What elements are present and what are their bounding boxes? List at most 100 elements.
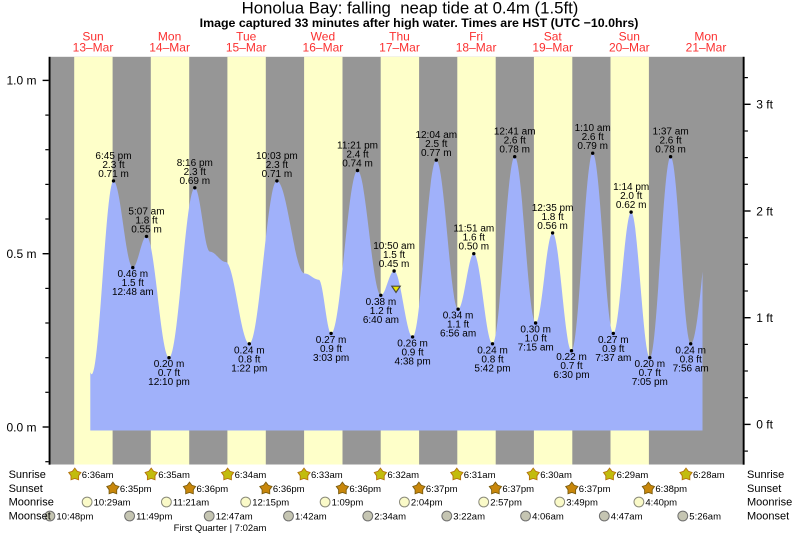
svg-text:6:45 pm: 6:45 pm <box>95 151 131 162</box>
svg-text:20–Mar: 20–Mar <box>609 41 650 55</box>
svg-text:0.78 m: 0.78 m <box>655 145 686 156</box>
svg-text:7:56 am: 7:56 am <box>673 363 709 374</box>
svg-text:0.71 m: 0.71 m <box>262 169 293 180</box>
svg-text:6:37pm: 6:37pm <box>502 484 534 495</box>
svg-text:6:30am: 6:30am <box>540 470 572 481</box>
svg-text:Wed: Wed <box>311 30 335 44</box>
svg-text:3:22am: 3:22am <box>453 512 485 523</box>
svg-text:15–Mar: 15–Mar <box>226 41 267 55</box>
svg-text:2.4 ft: 2.4 ft <box>346 150 368 161</box>
svg-text:2:57pm: 2:57pm <box>490 498 522 509</box>
svg-text:3:03 pm: 3:03 pm <box>313 353 349 364</box>
svg-text:0.71 m: 0.71 m <box>98 169 129 180</box>
svg-text:0.55 m: 0.55 m <box>131 224 162 235</box>
svg-text:0.34 m: 0.34 m <box>443 311 474 322</box>
svg-text:12:15pm: 12:15pm <box>252 498 289 509</box>
svg-text:1.6 ft: 1.6 ft <box>463 233 485 244</box>
svg-text:1.2 ft: 1.2 ft <box>370 306 392 317</box>
svg-text:0.24 m: 0.24 m <box>234 345 265 356</box>
svg-text:10:48pm: 10:48pm <box>56 512 93 523</box>
svg-text:2:34am: 2:34am <box>374 512 406 523</box>
svg-text:7:37 am: 7:37 am <box>595 353 631 364</box>
svg-text:6:28am: 6:28am <box>693 470 725 481</box>
svg-text:Honolua Bay: falling neap tid: Honolua Bay: falling neap tide at 0.4m (… <box>242 0 579 18</box>
svg-text:16–Mar: 16–Mar <box>303 41 344 55</box>
svg-text:4:40pm: 4:40pm <box>645 498 677 509</box>
svg-text:2.3 ft: 2.3 ft <box>184 167 206 178</box>
svg-text:6:35pm: 6:35pm <box>120 484 152 495</box>
svg-text:Sunrise: Sunrise <box>9 469 46 481</box>
svg-text:1:22 pm: 1:22 pm <box>231 363 267 374</box>
svg-text:5:26am: 5:26am <box>689 512 721 523</box>
svg-text:1:37 am: 1:37 am <box>653 127 689 138</box>
svg-text:0.5 m: 0.5 m <box>6 247 36 261</box>
svg-text:6:36pm: 6:36pm <box>197 484 229 495</box>
svg-text:0.74 m: 0.74 m <box>342 159 373 170</box>
svg-text:Sunrise: Sunrise <box>747 469 784 481</box>
svg-text:2.3 ft: 2.3 ft <box>266 160 288 171</box>
svg-text:0.9 ft: 0.9 ft <box>320 344 342 355</box>
svg-text:0.38 m: 0.38 m <box>366 297 397 308</box>
svg-text:Moonset: Moonset <box>747 511 789 523</box>
svg-text:0.24 m: 0.24 m <box>675 345 706 356</box>
svg-text:0.62 m: 0.62 m <box>616 200 647 211</box>
svg-text:1.8 ft: 1.8 ft <box>541 212 563 223</box>
svg-text:12:47am: 12:47am <box>216 512 253 523</box>
svg-text:6:36am: 6:36am <box>82 470 114 481</box>
svg-text:1:10 am: 1:10 am <box>575 123 611 134</box>
svg-text:0.27 m: 0.27 m <box>316 335 347 346</box>
svg-text:11:21 pm: 11:21 pm <box>337 141 378 152</box>
svg-text:2.6 ft: 2.6 ft <box>659 136 681 147</box>
svg-text:12:48 am: 12:48 am <box>112 287 154 298</box>
svg-text:2.6 ft: 2.6 ft <box>504 136 526 147</box>
svg-text:6:30 pm: 6:30 pm <box>553 370 589 381</box>
svg-text:10:29am: 10:29am <box>94 498 131 509</box>
svg-text:11:49pm: 11:49pm <box>136 512 172 523</box>
svg-text:Thu: Thu <box>389 30 410 44</box>
svg-text:1.5 ft: 1.5 ft <box>122 278 144 289</box>
svg-text:Fri: Fri <box>469 30 483 44</box>
svg-text:4:38 pm: 4:38 pm <box>395 356 431 367</box>
svg-text:0.7 ft: 0.7 ft <box>639 368 661 379</box>
svg-text:12:41 am: 12:41 am <box>494 127 536 138</box>
svg-text:1.0 m: 1.0 m <box>6 74 36 88</box>
svg-text:0.20 m: 0.20 m <box>154 359 185 370</box>
svg-text:4:06am: 4:06am <box>532 512 564 523</box>
svg-text:0 ft: 0 ft <box>756 418 773 432</box>
svg-text:Moonrise: Moonrise <box>747 497 792 509</box>
svg-text:11:21am: 11:21am <box>173 498 209 509</box>
svg-text:2:04pm: 2:04pm <box>411 498 443 509</box>
svg-text:2 ft: 2 ft <box>756 204 773 218</box>
svg-text:6:35am: 6:35am <box>158 470 190 481</box>
svg-text:First Quarter | 7:02am: First Quarter | 7:02am <box>174 523 267 534</box>
svg-text:6:38pm: 6:38pm <box>655 484 687 495</box>
svg-text:6:29am: 6:29am <box>617 470 649 481</box>
svg-text:Sunset: Sunset <box>747 483 781 495</box>
svg-text:0.8 ft: 0.8 ft <box>680 354 702 365</box>
svg-text:0.79 m: 0.79 m <box>577 141 608 152</box>
svg-text:10:03 pm: 10:03 pm <box>256 151 298 162</box>
svg-text:Mon: Mon <box>694 30 717 44</box>
svg-text:1:09pm: 1:09pm <box>332 498 364 509</box>
svg-text:Moonset: Moonset <box>9 511 51 523</box>
svg-text:6:31am: 6:31am <box>464 470 496 481</box>
svg-text:1.0 ft: 1.0 ft <box>525 334 547 345</box>
svg-text:6:34am: 6:34am <box>235 470 267 481</box>
svg-text:0.45 m: 0.45 m <box>379 259 410 270</box>
svg-text:0.9 ft: 0.9 ft <box>602 344 624 355</box>
svg-text:12:04 am: 12:04 am <box>415 130 457 141</box>
svg-text:0.26 m: 0.26 m <box>397 338 428 349</box>
svg-text:1 ft: 1 ft <box>756 311 773 325</box>
svg-text:Sun: Sun <box>82 30 103 44</box>
svg-text:14–Mar: 14–Mar <box>149 41 190 55</box>
svg-text:1:14 pm: 1:14 pm <box>613 182 649 193</box>
svg-text:6:36pm: 6:36pm <box>349 484 381 495</box>
svg-text:Image captured 33 minutes afte: Image captured 33 minutes after high wat… <box>200 16 639 30</box>
svg-text:5:42 pm: 5:42 pm <box>474 363 510 374</box>
svg-text:10:50 am: 10:50 am <box>373 241 415 252</box>
svg-text:2.5 ft: 2.5 ft <box>425 139 447 150</box>
svg-text:Sat: Sat <box>544 30 563 44</box>
svg-text:0.69 m: 0.69 m <box>180 176 211 187</box>
svg-text:11:51 am: 11:51 am <box>453 224 494 235</box>
svg-text:Moonrise: Moonrise <box>9 497 54 509</box>
